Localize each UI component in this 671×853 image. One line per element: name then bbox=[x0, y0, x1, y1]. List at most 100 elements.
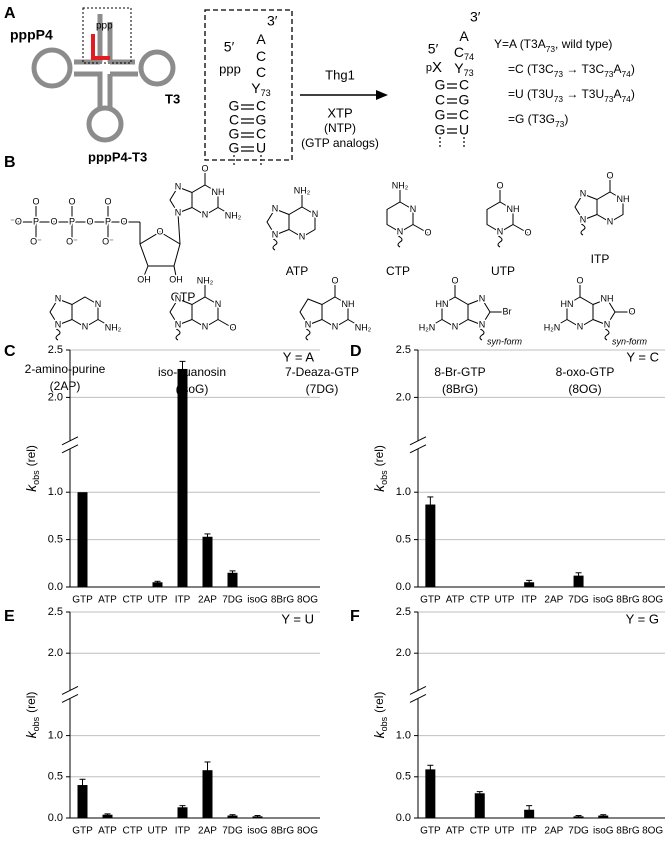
axis-break bbox=[61, 444, 79, 454]
atom-label: N bbox=[479, 319, 486, 329]
variant-line-part: 74 bbox=[621, 94, 631, 104]
ring bbox=[299, 298, 323, 326]
atom-label: O bbox=[331, 275, 338, 285]
added-nucleotide: pX bbox=[426, 59, 442, 76]
atom-label: N bbox=[479, 293, 486, 303]
x-tick-label: GTP bbox=[72, 826, 93, 837]
atom-label: NH₂ bbox=[225, 210, 242, 220]
zoom-box bbox=[82, 7, 132, 64]
variant-line-part: 73 bbox=[604, 69, 614, 79]
five-prime: 5′ bbox=[428, 41, 439, 57]
compound-name: (7DG) bbox=[306, 382, 339, 396]
strand-dot bbox=[463, 137, 465, 139]
arrow-head bbox=[376, 90, 388, 100]
unpaired-base-part: 73 bbox=[261, 88, 271, 98]
substrate-box bbox=[204, 9, 293, 161]
x-tick-label: ATP bbox=[98, 826, 117, 837]
compound-name: 8-Br-GTP bbox=[434, 365, 485, 379]
x-tick-label: 7DG bbox=[222, 595, 243, 606]
nucleotide-class: (NTP) bbox=[324, 121, 356, 135]
x-tick-label: ITP bbox=[521, 826, 537, 837]
atom-label: NH bbox=[212, 187, 225, 197]
x-tick-label: ATP bbox=[98, 595, 117, 606]
y-tick-label: 2.5 bbox=[396, 606, 411, 618]
atom-label: N bbox=[202, 209, 209, 219]
bond bbox=[551, 319, 568, 329]
compound-name: iso-guanosin bbox=[158, 365, 226, 379]
bar bbox=[102, 814, 113, 818]
atom-label: N bbox=[272, 229, 279, 239]
variant-line: =G (T3G73) bbox=[508, 112, 568, 129]
atom-label: O bbox=[628, 306, 635, 316]
y-label-symbol: k bbox=[371, 730, 387, 738]
x-tick-label: ITP bbox=[175, 595, 191, 606]
sugar-link bbox=[397, 231, 403, 248]
variant-line-part: → T3U bbox=[563, 87, 604, 101]
bar bbox=[77, 785, 88, 818]
panel-label: A bbox=[4, 5, 16, 22]
y-tick-label: 2.0 bbox=[48, 391, 63, 403]
atom-label: H₂N bbox=[544, 322, 561, 332]
variant-line-part: =U (T3U bbox=[508, 87, 554, 101]
enzyme: Thg1 bbox=[325, 67, 355, 82]
compound-name: ITP bbox=[591, 252, 610, 266]
y-label-unit: (rel) bbox=[372, 445, 386, 466]
unpaired-base-part: 74 bbox=[464, 52, 474, 62]
unpaired-base-part: C bbox=[454, 44, 464, 60]
three-prime: 3′ bbox=[470, 9, 481, 25]
x-tick-label: GTP bbox=[420, 595, 441, 606]
atom-label: N bbox=[215, 299, 222, 309]
panel-label: C bbox=[4, 343, 16, 360]
stem-base: C bbox=[435, 92, 445, 108]
axis-break bbox=[61, 436, 79, 446]
bar bbox=[177, 807, 188, 818]
atom-label: N bbox=[202, 321, 209, 331]
atom-label: NH bbox=[507, 204, 520, 214]
atom-label: NH₂ bbox=[392, 180, 409, 190]
variant-line-part: =G (T3G bbox=[508, 112, 555, 126]
unpaired-base: C bbox=[256, 64, 266, 80]
atom-label: HN bbox=[561, 299, 574, 309]
atom-label: N bbox=[305, 319, 312, 329]
unpaired-base-part: 73 bbox=[464, 68, 474, 78]
x-tick-label: 7DG bbox=[568, 826, 589, 837]
annotation: Y = G bbox=[626, 611, 659, 626]
atom-label: O bbox=[496, 180, 503, 190]
strand-dot bbox=[233, 163, 235, 165]
atom-label: O⁻ bbox=[102, 236, 114, 246]
trna-name: T3 bbox=[165, 91, 180, 106]
sugar-link bbox=[175, 324, 181, 341]
three-prime: 3′ bbox=[267, 13, 278, 29]
x-tick-label: 7DG bbox=[568, 595, 589, 606]
atom-label: N bbox=[55, 319, 62, 329]
y-label-subscript: obs bbox=[379, 470, 389, 485]
y-tick-label: 1.0 bbox=[396, 730, 411, 742]
x-tick-label: UTP bbox=[148, 826, 168, 837]
annotation: Y = A bbox=[283, 349, 315, 364]
stem-base: C bbox=[256, 126, 266, 142]
variant-line-part: 73 bbox=[604, 94, 614, 104]
strand-dot bbox=[260, 159, 262, 161]
atom-label: P bbox=[69, 216, 75, 226]
atom-label: N bbox=[497, 226, 504, 236]
variant-line: =U (T3U73 → T3U73A74) bbox=[508, 87, 635, 104]
panel-label: F bbox=[350, 608, 360, 625]
compound-name: 7-Deaza-GTP bbox=[285, 365, 359, 379]
axis-break bbox=[409, 444, 427, 454]
atom-label: NH₂ bbox=[197, 275, 214, 285]
strand-dot bbox=[463, 141, 465, 143]
x-tick-label: 7DG bbox=[222, 826, 243, 837]
variant-line-part: 73 bbox=[555, 119, 565, 129]
y-tick-label: 1.0 bbox=[396, 486, 411, 498]
variant-line-part: =C (T3C bbox=[508, 62, 554, 76]
strand-dot bbox=[233, 159, 235, 161]
panel-label: D bbox=[350, 343, 362, 360]
bar bbox=[77, 492, 88, 587]
x-tick-label: UTP bbox=[494, 595, 514, 606]
x-tick-label: 8BrG bbox=[271, 595, 295, 606]
variant-line: =C (T3C73 → T3C73A74) bbox=[508, 62, 635, 79]
compound-name: 2-amino-purine bbox=[25, 362, 106, 376]
atom-label: O bbox=[32, 196, 39, 206]
variant-line-part: , wild type) bbox=[555, 37, 612, 51]
atom-label: N bbox=[332, 321, 339, 331]
